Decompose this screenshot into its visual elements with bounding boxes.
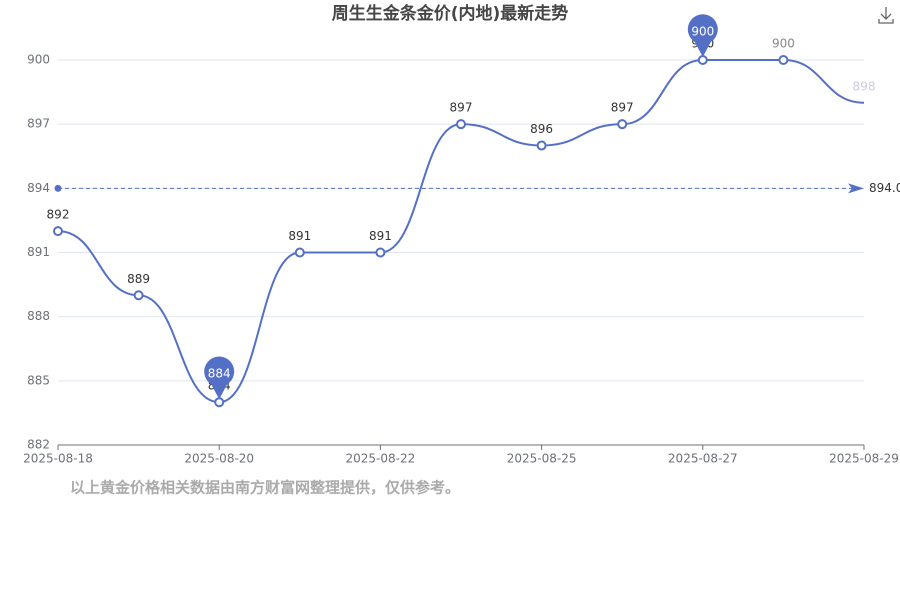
chart-title: 周生生金条金价(内地)最新走势 <box>332 3 569 24</box>
y-tick-label: 891 <box>27 245 50 259</box>
data-label: 897 <box>611 101 634 115</box>
data-point <box>697 55 708 65</box>
data-point <box>778 55 789 65</box>
average-label: 894.0 <box>869 181 900 195</box>
data-point <box>53 226 63 237</box>
mark-pin <box>204 356 235 400</box>
data-point <box>536 140 547 151</box>
download-glyph[interactable] <box>878 7 894 24</box>
data-point <box>294 247 305 258</box>
data-label: 897 <box>450 101 473 115</box>
x-tick-label: 2025-08-25 <box>507 452 577 466</box>
download-icon[interactable] <box>878 7 894 24</box>
x-tick-label: 2025-08-27 <box>668 452 738 466</box>
y-tick-label: 894 <box>27 181 50 195</box>
x-tick-label: 2025-08-22 <box>346 452 416 466</box>
data-point <box>214 397 225 408</box>
data-label: 889 <box>127 272 150 286</box>
footnote: 以上黄金价格相关数据由南方财富网整理提供，仅供参考。 <box>70 479 460 497</box>
x-tick-label: 2025-08-18 <box>23 452 93 466</box>
data-point <box>456 119 466 130</box>
data-label: 900 <box>772 37 795 51</box>
average-start <box>54 184 62 192</box>
x-tick-label: 2025-08-29 <box>829 452 899 466</box>
y-tick-label: 888 <box>27 309 50 323</box>
y-tick-label: 897 <box>27 117 50 131</box>
data-label: 896 <box>530 122 553 136</box>
data-label: 898 <box>853 79 876 93</box>
x-tick-label: 2025-08-20 <box>184 452 254 466</box>
mark-pin <box>687 14 718 57</box>
y-tick-label: 900 <box>27 53 50 67</box>
mark-pin-label: 900 <box>691 25 714 39</box>
data-point <box>617 119 628 130</box>
data-point <box>375 247 386 258</box>
y-tick-label: 882 <box>27 438 50 452</box>
data-label: 892 <box>47 208 70 222</box>
mark-pin-label: 884 <box>208 367 231 381</box>
data-label: 891 <box>369 229 392 243</box>
data-point <box>133 290 144 301</box>
data-label: 891 <box>288 229 311 243</box>
y-tick-label: 885 <box>27 373 50 387</box>
average-arrow <box>848 183 864 194</box>
